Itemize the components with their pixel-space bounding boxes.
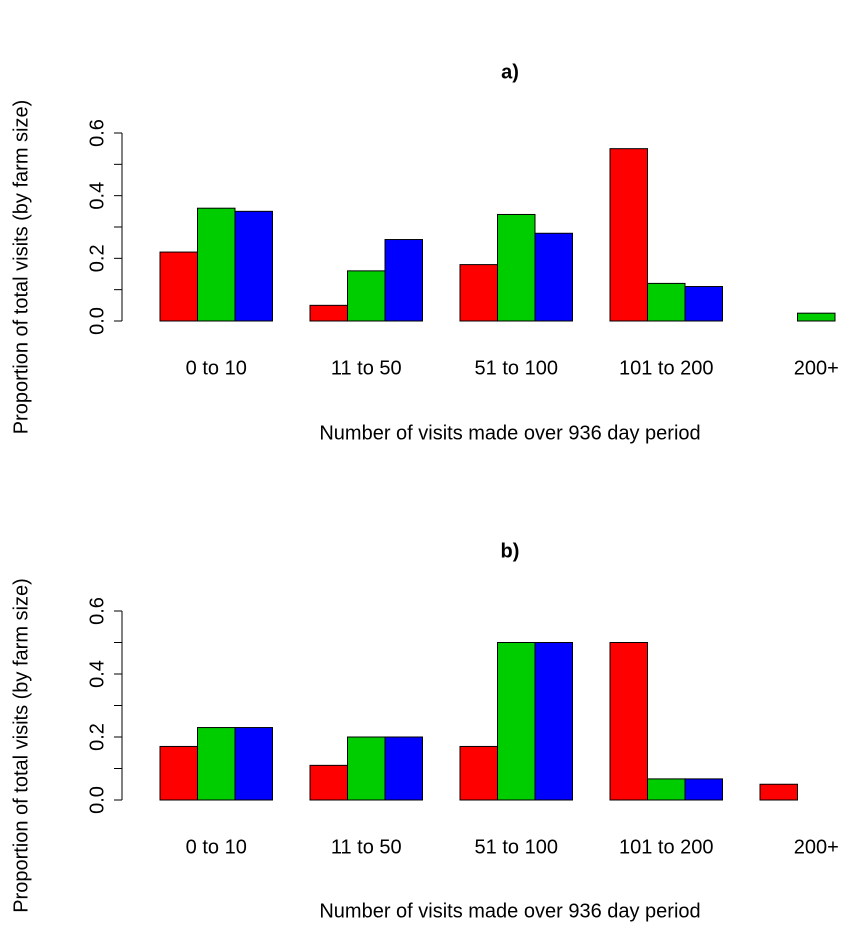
bar — [497, 213, 536, 322]
bar — [159, 745, 198, 801]
bar — [497, 642, 536, 801]
bar — [534, 642, 573, 801]
bar — [534, 232, 573, 322]
chart-title: a) — [501, 61, 519, 83]
bar — [384, 736, 423, 801]
y-tick-label: 0.6 — [86, 597, 108, 625]
bar — [234, 727, 273, 801]
x-tick-label: 11 to 50 — [331, 836, 402, 858]
y-axis-label: Proportion of total visits (by farm size… — [10, 578, 32, 913]
bar — [797, 312, 836, 322]
y-tick-label: 0.2 — [86, 723, 108, 751]
x-tick-label: 101 to 200 — [619, 836, 714, 858]
x-axis-label: Number of visits made over 936 day perio… — [319, 900, 700, 922]
x-tick-label: 200+ — [794, 357, 839, 379]
y-tick-label: 0.4 — [86, 660, 108, 688]
y-tick-label: 0.6 — [86, 119, 108, 147]
bar — [609, 148, 648, 322]
y-tick-label: 0.4 — [86, 182, 108, 210]
bar — [347, 270, 386, 322]
x-tick-label: 11 to 50 — [331, 357, 402, 379]
x-tick-label: 51 to 100 — [475, 836, 558, 858]
y-tick-label: 0.0 — [86, 786, 108, 814]
y-tick-label: 0.0 — [86, 307, 108, 335]
bar — [234, 210, 273, 322]
x-tick-label: 51 to 100 — [475, 357, 558, 379]
bar — [309, 304, 348, 322]
x-tick-label: 101 to 200 — [619, 357, 714, 379]
bar — [309, 764, 348, 801]
bar — [759, 783, 798, 801]
bar — [647, 778, 686, 801]
bar — [459, 745, 498, 801]
x-tick-label: 0 to 10 — [186, 836, 247, 858]
bar — [347, 736, 386, 801]
bar — [609, 642, 648, 801]
bar — [384, 239, 423, 322]
y-tick-label: 0.2 — [86, 244, 108, 272]
x-tick-label: 0 to 10 — [186, 357, 247, 379]
x-axis-label: Number of visits made over 936 day perio… — [319, 422, 700, 444]
chart-title: b) — [501, 540, 520, 562]
bar — [159, 251, 198, 322]
y-axis-label: Proportion of total visits (by farm size… — [10, 100, 32, 435]
x-tick-label: 200+ — [794, 836, 839, 858]
bar — [647, 282, 686, 322]
bar — [197, 207, 236, 322]
bar — [459, 264, 498, 322]
bar — [197, 727, 236, 801]
bar — [684, 778, 723, 801]
bar — [684, 286, 723, 322]
